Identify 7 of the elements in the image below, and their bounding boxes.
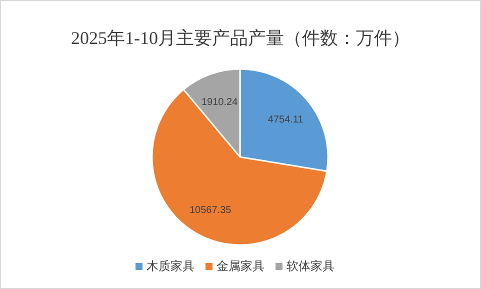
data-label: 4754.11 <box>268 114 304 126</box>
data-label: 10567.35 <box>189 204 232 216</box>
data-label: 1910.24 <box>202 96 238 108</box>
legend-label: 软体家具 <box>286 259 334 273</box>
legend-label: 木质家具 <box>146 259 194 273</box>
legend-label: 金属家具 <box>216 259 264 273</box>
chart-title: 2025年1-10月主要产品产量（件数：万件） <box>71 28 410 48</box>
